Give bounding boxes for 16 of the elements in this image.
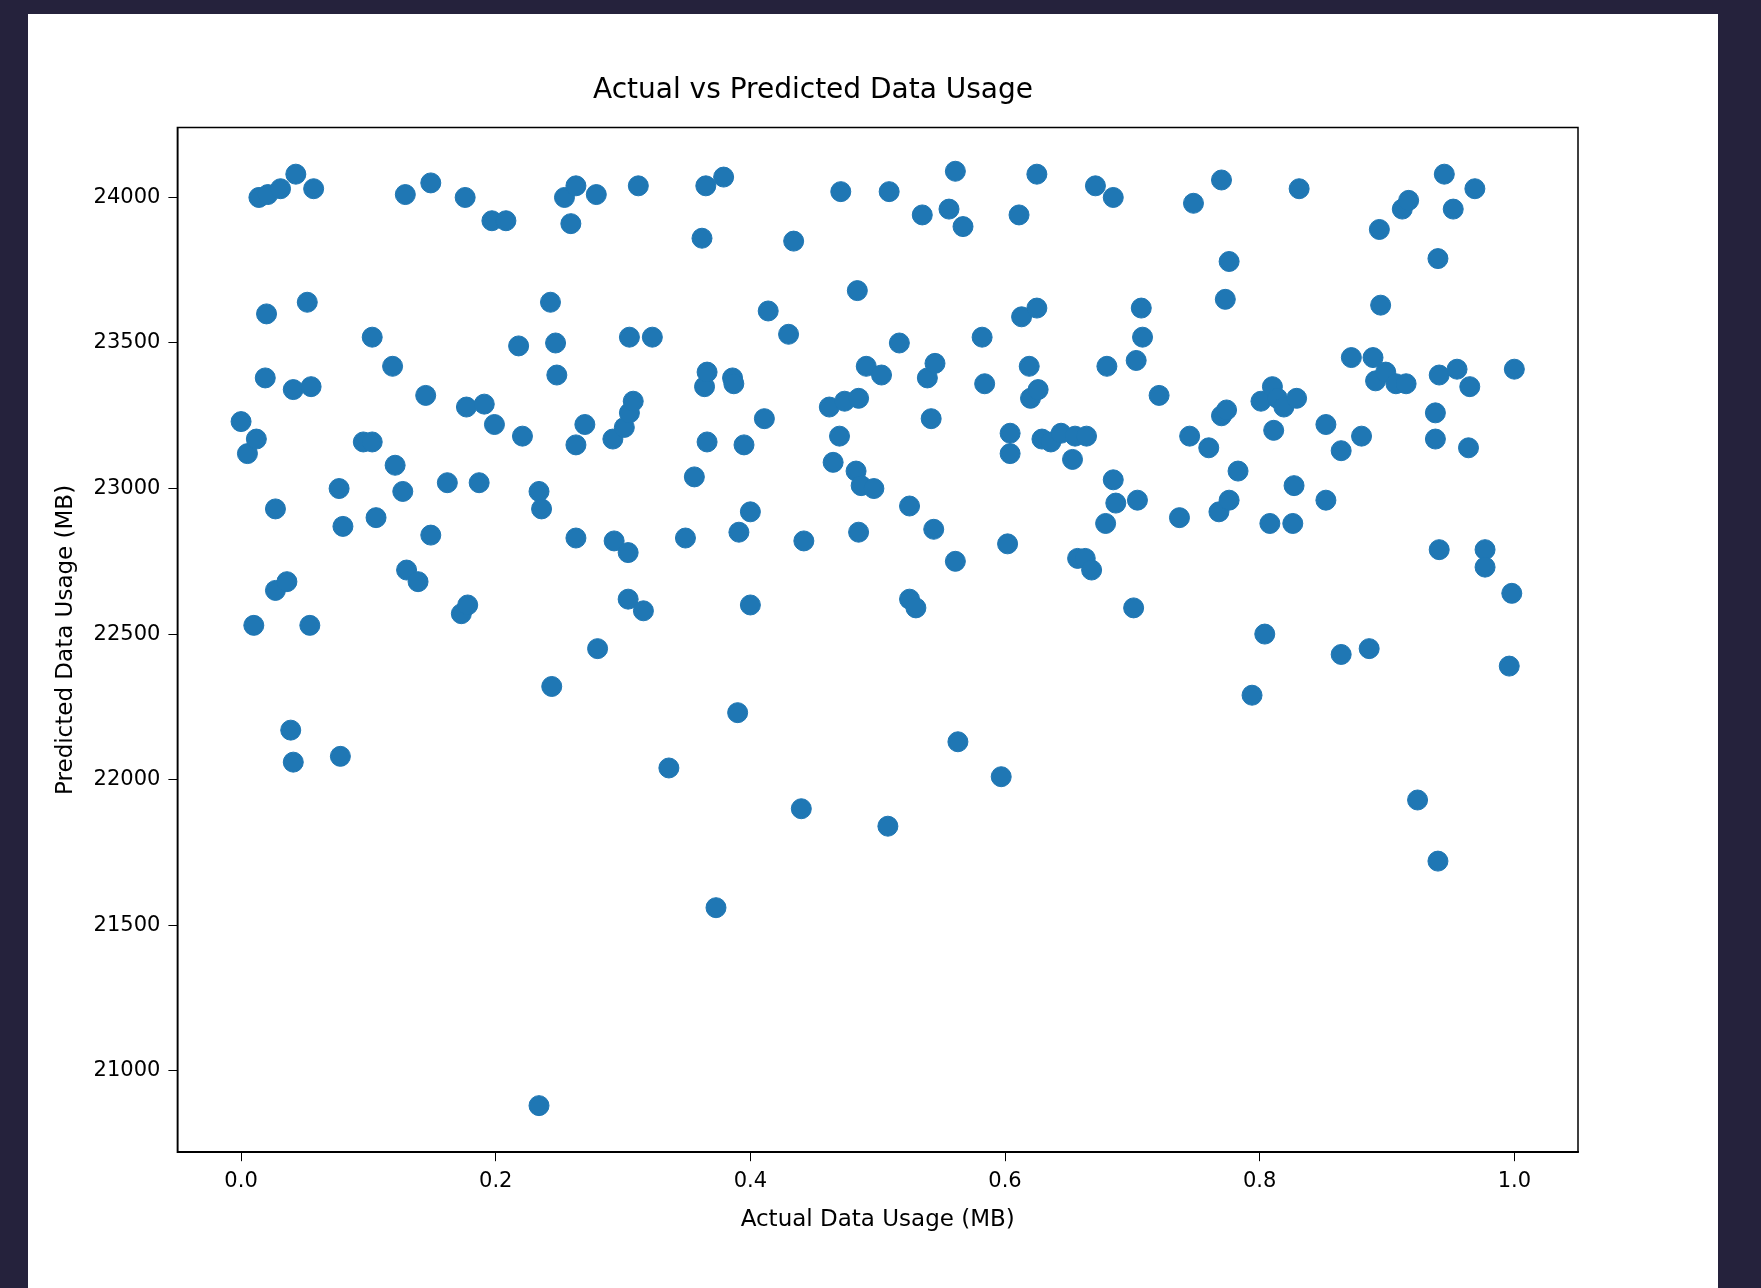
y-tick-label: 24000 [93,183,161,208]
x-tick-label: 0.6 [988,1168,1022,1193]
y-tick-label: 21500 [93,911,161,936]
chart-title: Actual vs Predicted Data Usage [592,72,1034,106]
y-axis-title: Predicted Data Usage (MB) [50,484,77,795]
x-tick-label: 0.4 [733,1168,768,1193]
y-tick-label: 23500 [93,329,161,354]
x-tick-label: 0.0 [224,1168,258,1193]
y-tick-label: 22000 [93,766,161,791]
x-tick-label: 0.8 [1242,1168,1277,1193]
x-tick-label: 0.2 [479,1168,513,1193]
y-tick-label: 23000 [93,474,161,499]
y-tick-label: 21000 [93,1057,161,1082]
x-axis-title: Actual Data Usage (MB) [740,1205,1015,1232]
x-tick-label: 1.0 [1497,1168,1532,1193]
y-tick-label: 22500 [93,620,161,645]
